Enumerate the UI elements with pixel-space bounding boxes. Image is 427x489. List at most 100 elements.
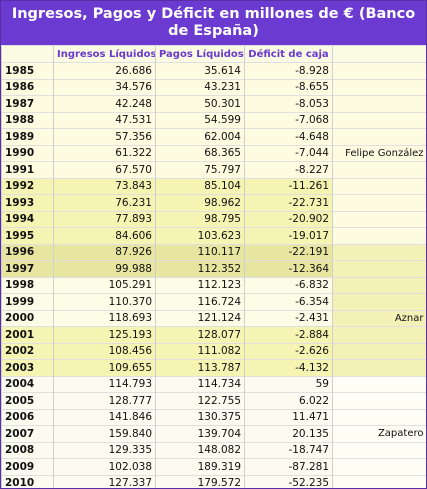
year-cell: 2007 [1,425,54,442]
government-cell [332,441,426,459]
table-row: 2007 159.840 139.704 20.135 Zapatero [1,425,426,442]
ingresos-cell: 61.322 [53,144,156,162]
ingresos-cell: 127.337 [53,474,156,488]
deficit-cell: -8.227 [244,161,333,178]
year-cell: 2006 [1,408,54,426]
government-cell [332,161,426,178]
ingresos-cell: 108.456 [53,342,156,360]
ingresos-cell: 114.793 [53,375,156,393]
pagos-cell: 75.797 [155,161,245,178]
ingresos-cell: 26.686 [53,62,156,79]
year-cell: 1998 [1,276,54,294]
deficit-cell: 11.471 [244,408,333,426]
government-cell [332,342,426,360]
ingresos-cell: 47.531 [53,111,156,129]
deficit-cell: -87.281 [244,458,333,475]
pagos-cell: 98.962 [155,194,245,211]
government-cell [332,392,426,409]
table-row: 1989 57.356 62.004 -4.648 [1,128,426,145]
year-cell: 2008 [1,441,54,459]
table-row: 2004 114.793 114.734 59 [1,375,426,393]
pagos-cell: 148.082 [155,441,245,459]
pagos-cell: 110.117 [155,243,245,261]
ingresos-cell: 42.248 [53,95,156,112]
year-cell: 2009 [1,458,54,475]
pagos-cell: 130.375 [155,408,245,426]
pagos-cell: 116.724 [155,293,245,310]
government-cell [332,474,426,488]
year-cell: 1994 [1,210,54,228]
table-row: 1996 87.926 110.117 -22.191 [1,243,426,261]
government-cell [332,276,426,294]
deficit-cell: -8.655 [244,78,333,96]
government-cell [332,62,426,79]
deficit-cell: 20.135 [244,425,333,442]
ingresos-cell: 129.335 [53,441,156,459]
table-row: 1995 84.606 103.623 -19.017 [1,227,426,244]
year-cell: 2004 [1,375,54,393]
table-row: 2009 102.038 189.319 -87.281 [1,458,426,475]
table-row: 2005 128.777 122.755 6.022 [1,392,426,409]
table-body: Ingresos Líquidos Pagos Líquidos Déficit… [1,45,426,488]
table-row: 1987 42.248 50.301 -8.053 [1,95,426,112]
government-cell [332,408,426,426]
ingresos-cell: 76.231 [53,194,156,211]
year-cell: 1990 [1,144,54,162]
data-table: Ingresos Líquidos Pagos Líquidos Déficit… [1,45,426,488]
government-cell [332,95,426,112]
year-cell: 1991 [1,161,54,178]
pagos-cell: 189.319 [155,458,245,475]
deficit-cell: -19.017 [244,227,333,244]
header-deficit: Déficit de caja [244,45,333,63]
pagos-cell: 43.231 [155,78,245,96]
table-row: 1985 26.686 35.614 -8.928 [1,62,426,79]
government-cell [332,260,426,277]
table-row: 2000 118.693 121.124 -2.431 Aznar [1,309,426,327]
header-government [332,45,426,63]
ingresos-cell: 159.840 [53,425,156,442]
year-cell: 1985 [1,62,54,79]
pagos-cell: 50.301 [155,95,245,112]
deficit-cell: -2.884 [244,326,333,343]
ingresos-cell: 87.926 [53,243,156,261]
pagos-cell: 179.572 [155,474,245,488]
table-row: 2006 141.846 130.375 11.471 [1,408,426,426]
pagos-cell: 112.352 [155,260,245,277]
table-title: Ingresos, Pagos y Déficit en millones de… [1,1,426,45]
ingresos-cell: 84.606 [53,227,156,244]
ingresos-cell: 77.893 [53,210,156,228]
ingresos-cell: 73.843 [53,177,156,195]
deficit-cell: 59 [244,375,333,393]
deficit-cell: -4.132 [244,359,333,376]
table-row: 1997 99.988 112.352 -12.364 [1,260,426,277]
government-label: Zapatero [332,425,426,442]
ingresos-cell: 110.370 [53,293,156,310]
deficit-cell: -8.928 [244,62,333,79]
table-row: 2010 127.337 179.572 -52.235 [1,474,426,488]
table-row: 1991 67.570 75.797 -8.227 [1,161,426,178]
deficit-cell: -7.068 [244,111,333,129]
ingresos-cell: 109.655 [53,359,156,376]
ingresos-cell: 141.846 [53,408,156,426]
table-row: 1999 110.370 116.724 -6.354 [1,293,426,310]
ingresos-cell: 118.693 [53,309,156,327]
deficit-cell: -22.191 [244,243,333,261]
government-cell [332,293,426,310]
ingresos-cell: 99.988 [53,260,156,277]
table-row: 2002 108.456 111.082 -2.626 [1,342,426,360]
pagos-cell: 128.077 [155,326,245,343]
deficit-cell: -6.354 [244,293,333,310]
ingresos-cell: 105.291 [53,276,156,294]
deficit-cell: -22.731 [244,194,333,211]
government-label: Aznar [332,309,426,327]
header-ingresos: Ingresos Líquidos [53,45,156,63]
pagos-cell: 111.082 [155,342,245,360]
table-row: 1986 34.576 43.231 -8.655 [1,78,426,96]
government-cell [332,194,426,211]
pagos-cell: 112.123 [155,276,245,294]
pagos-cell: 68.365 [155,144,245,162]
header-pagos: Pagos Líquidos [155,45,245,63]
deficit-cell: -18.747 [244,441,333,459]
government-cell [332,243,426,261]
pagos-cell: 35.614 [155,62,245,79]
